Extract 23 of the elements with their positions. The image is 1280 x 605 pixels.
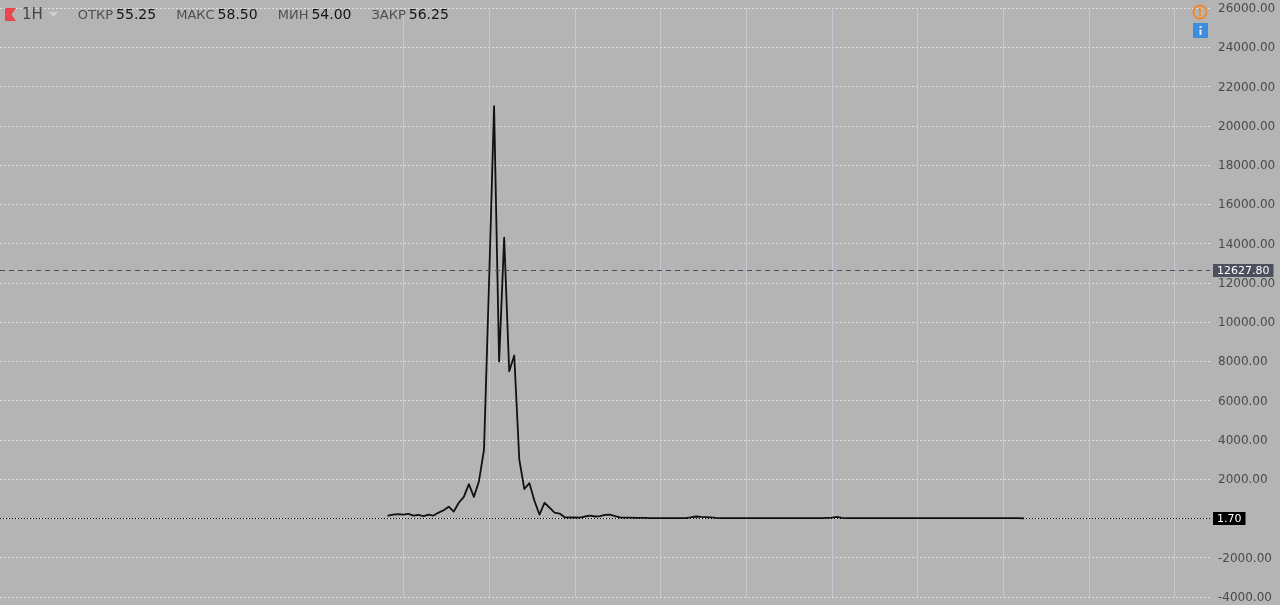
y-tick-label: 18000.00 [1218,158,1276,173]
y-tick-label: 26000.00 [1218,1,1276,15]
y-tick-label: 2000.00 [1218,472,1268,487]
y-tick-label: -4000.00 [1218,590,1272,604]
y-tick-label: 22000.00 [1218,79,1276,94]
y-tick-label: 16000.00 [1218,197,1276,212]
y-tick-label: 6000.00 [1218,393,1268,408]
line-series [387,105,1025,520]
chart-title: 1H [22,5,43,23]
y-tick-label: 8000.00 [1218,354,1268,369]
annotation: ЗАКР 56.25 [371,6,449,22]
annotation: МАКС 58.50 [176,6,258,22]
annotation: ОТКР 55.25 [77,6,157,22]
ref-line-label: 12627.80 [1217,264,1270,278]
y-tick-label: 12000.00 [1218,275,1276,290]
y-tick-label: 20000.00 [1218,118,1276,133]
y-tick-label: -2000.00 [1218,550,1272,565]
y-tick-label: 4000.00 [1218,432,1268,447]
y-tick-label: 24000.00 [1218,40,1276,55]
y-tick-label: 10000.00 [1218,315,1276,330]
y-tick-label: 14000.00 [1218,236,1276,251]
annotation: МИН 54.00 [277,6,352,22]
ref-line-label: 1.70 [1217,511,1242,525]
